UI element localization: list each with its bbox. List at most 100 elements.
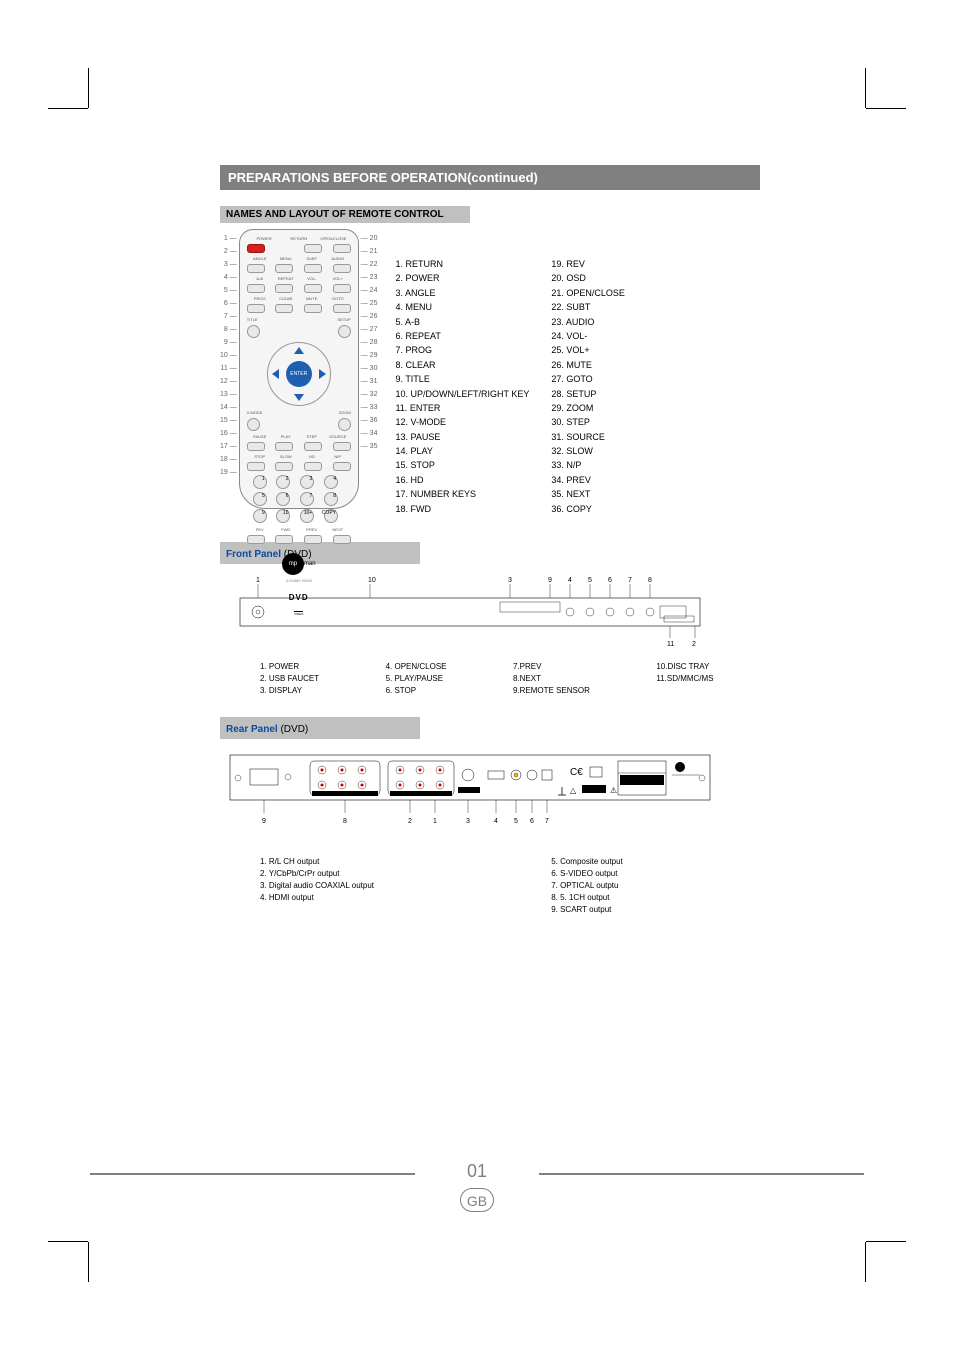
key-item: 28. SETUP xyxy=(551,387,625,401)
svg-text:11: 11 xyxy=(667,641,674,648)
crop-mark xyxy=(48,108,88,109)
crop-mark xyxy=(48,1241,88,1242)
number-button: 7 xyxy=(300,492,314,506)
remote-leaders-left: 1 —2 —3 —4 —5 —6 —7 —8 —9 —10 —11 —12 —1… xyxy=(220,229,239,516)
legend-item: 6. S-VIDEO output xyxy=(551,868,760,880)
button-label: N/P xyxy=(325,454,351,459)
legend-item: 7.PREV xyxy=(513,661,636,673)
leader: 3 — xyxy=(224,261,237,268)
leader: 13 — xyxy=(220,391,237,398)
legend-item: 3. Digital audio COAXIAL output xyxy=(260,880,511,892)
button-label: VOL- xyxy=(299,276,325,281)
button-label: A-B xyxy=(247,276,273,281)
key-item: 4. MENU xyxy=(395,300,529,314)
number-pad: 1234567891010+COPY xyxy=(253,475,345,523)
svg-text:9: 9 xyxy=(262,818,266,825)
key-item: 9. TITLE xyxy=(395,372,529,386)
button-label: SUBT xyxy=(299,256,325,261)
button-label: FWD xyxy=(273,527,299,532)
leader: — 22 xyxy=(361,261,378,268)
rear-panel-section: Rear Panel (DVD) xyxy=(220,717,760,916)
key-item: 25. VOL+ xyxy=(551,343,625,357)
leader: 5 — xyxy=(224,287,237,294)
button-label: PROG xyxy=(247,296,273,301)
remote-diagram: 1 —2 —3 —4 —5 —6 —7 —8 —9 —10 —11 —12 —1… xyxy=(220,229,377,516)
svg-text:5: 5 xyxy=(588,577,592,584)
leader: — 32 xyxy=(361,391,378,398)
svg-text:8: 8 xyxy=(648,577,652,584)
leader: 19 — xyxy=(220,469,237,476)
legend-col: 10.DISC TRAY11.SD/MMC/MS xyxy=(656,661,760,697)
key-list-col2: 19. REV20. OSD21. OPEN/CLOSE22. SUBT23. … xyxy=(551,257,625,516)
leader: 16 — xyxy=(220,430,237,437)
key-item: 34. PREV xyxy=(551,473,625,487)
leader: 6 — xyxy=(224,300,237,307)
leader: — 20 xyxy=(361,235,378,242)
leader: — 25 xyxy=(361,300,378,307)
button-label: AUDIO xyxy=(325,256,351,261)
svg-text:4: 4 xyxy=(494,818,498,825)
svg-text:C€: C€ xyxy=(570,767,583,778)
rear-panel-heading: Rear Panel (DVD) xyxy=(220,717,760,739)
button-label: REPEAT xyxy=(273,276,299,281)
key-item: 17. NUMBER KEYS xyxy=(395,487,529,501)
key-item: 35. NEXT xyxy=(551,487,625,501)
page-content: PREPARATIONS BEFORE OPERATION(continued)… xyxy=(220,165,760,916)
leader: — 36 xyxy=(361,417,378,424)
legend-item: 2. USB FAUCET xyxy=(260,673,366,685)
key-item: 27. GOTO xyxy=(551,372,625,386)
button-label: ANGLE xyxy=(247,256,273,261)
leader: 14 — xyxy=(220,404,237,411)
legend-item: 4. OPEN/CLOSE xyxy=(386,661,493,673)
enter-button: ENTER xyxy=(286,361,312,387)
leader: — 26 xyxy=(361,313,378,320)
leader: 7 — xyxy=(224,313,237,320)
crop-mark xyxy=(865,68,866,108)
key-item: 32. SLOW xyxy=(551,444,625,458)
button-label: SLOW xyxy=(273,454,299,459)
rear-panel-diagram: C€ △ ⚠ 982134567 xyxy=(220,745,720,845)
leader: 15 — xyxy=(220,417,237,424)
button-label: VOL+ xyxy=(325,276,351,281)
leader: — 33 xyxy=(361,404,378,411)
key-item: 18. FWD xyxy=(395,502,529,516)
number-button: 10 xyxy=(276,509,290,523)
key-list-col1: 1. RETURN2. POWER3. ANGLE4. MENU5. A-B6.… xyxy=(395,257,529,516)
leader: — 23 xyxy=(361,274,378,281)
svg-text:3: 3 xyxy=(508,577,512,584)
number-button: 6 xyxy=(276,492,290,506)
legend-item: 5. Composite output xyxy=(551,856,760,868)
button-label: CLEAR xyxy=(273,296,299,301)
key-item: 22. SUBT xyxy=(551,300,625,314)
crop-mark xyxy=(865,1242,866,1282)
button-label: PLAY xyxy=(273,434,299,439)
leader: — 30 xyxy=(361,365,378,372)
crop-mark xyxy=(88,68,89,108)
leader: — 24 xyxy=(361,287,378,294)
key-item: 5. A-B xyxy=(395,315,529,329)
key-item: 33. N/P xyxy=(551,458,625,472)
legend-item: 8. 5. 1CH output xyxy=(551,892,760,904)
key-item: 13. PAUSE xyxy=(395,430,529,444)
key-item: 14. PLAY xyxy=(395,444,529,458)
remote-key-list: 1. RETURN2. POWER3. ANGLE4. MENU5. A-B6.… xyxy=(395,229,624,516)
svg-text:△: △ xyxy=(570,786,577,795)
rear-panel-legend: 1. R/L CH output2. Y/CbPb/CrPr output3. … xyxy=(260,856,760,916)
legend-col: 4. OPEN/CLOSE5. PLAY/PAUSE6. STOP xyxy=(386,661,493,697)
vmode-label: V-MODE xyxy=(247,410,299,415)
leader: 18 — xyxy=(220,456,237,463)
front-panel-legend: 1. POWER2. USB FAUCET3. DISPLAY4. OPEN/C… xyxy=(260,661,760,697)
leader: — 27 xyxy=(361,326,378,333)
key-item: 2. POWER xyxy=(395,271,529,285)
legend-item: 8.NEXT xyxy=(513,673,636,685)
leader: 1 — xyxy=(224,235,237,242)
button-label: OPEN/CLOSE xyxy=(316,236,351,241)
key-item: 7. PROG xyxy=(395,343,529,357)
legend-item: 11.SD/MMC/MS xyxy=(656,673,760,685)
key-item: 31. SOURCE xyxy=(551,430,625,444)
svg-text:5: 5 xyxy=(514,818,518,825)
button-label: POWER xyxy=(247,236,282,241)
leader: — 35 xyxy=(361,443,378,450)
number-button: 5 xyxy=(253,492,267,506)
leader: — 34 xyxy=(361,430,378,437)
